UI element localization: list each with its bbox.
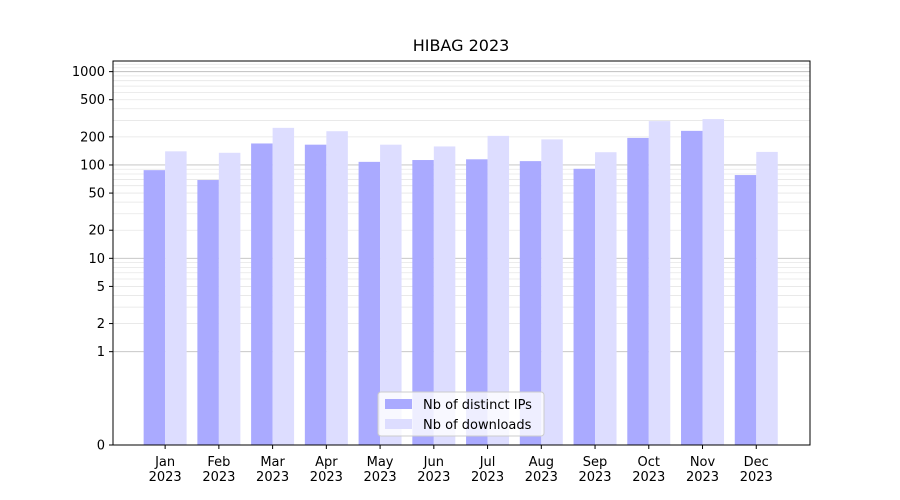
bar-distinct-ips-3 [304, 144, 327, 445]
bar-downloads-4 [380, 144, 402, 445]
bar-downloads-7 [541, 139, 563, 445]
chart-title: HIBAG 2023 [413, 36, 510, 55]
x-tick-label: May 2023 [364, 455, 397, 485]
bar-distinct-ips-6 [466, 159, 488, 445]
bar-distinct-ips-7 [519, 161, 542, 446]
legend-swatch [385, 419, 412, 429]
x-tick-label: Dec 2023 [740, 455, 773, 485]
bar-distinct-ips-10 [681, 130, 703, 446]
x-tick-label: Jul 2023 [471, 455, 504, 485]
bar-downloads-6 [487, 135, 510, 445]
x-tick-label: Mar 2023 [256, 455, 289, 485]
bar-downloads-9 [648, 121, 671, 446]
x-tick-label: Aug 2023 [525, 455, 558, 485]
x-tick-label: Jan 2023 [149, 455, 182, 485]
bar-downloads-11 [756, 151, 778, 445]
bar-distinct-ips-9 [627, 137, 649, 445]
bar-distinct-ips-0 [143, 170, 166, 445]
bar-distinct-ips-11 [734, 175, 757, 445]
x-tick-label: Sep 2023 [578, 455, 611, 485]
y-tick-label: 1000 [72, 65, 105, 80]
y-tick-label: 2 [97, 317, 105, 332]
y-tick-label: 0 [97, 439, 105, 454]
axes-frame [112, 60, 811, 446]
legend-label: Nb of distinct IPs [423, 398, 532, 413]
legend: Nb of distinct IPs Nb of downloads [377, 391, 545, 437]
y-tick-label: 1 [97, 345, 105, 360]
y-tick-label: 20 [88, 224, 105, 239]
y-tick-label: 200 [80, 130, 105, 145]
x-tick-label: Feb 2023 [202, 455, 235, 485]
axes-layer: 0 1 2 5 10 20 50 100 200 500 1000 Jan 2023 Feb 2023 Mar… [72, 60, 811, 485]
bar-distinct-ips-8 [573, 168, 596, 446]
bar-downloads-2 [272, 127, 295, 445]
x-tick-label: Nov 2023 [686, 455, 719, 485]
bar-distinct-ips-5 [412, 160, 434, 446]
legend-swatch [385, 399, 412, 409]
bar-distinct-ips-1 [197, 180, 219, 445]
bar-distinct-ips-2 [251, 143, 273, 445]
y-tick-label: 10 [88, 252, 105, 267]
y-tick-label: 5 [97, 280, 105, 295]
bar-downloads-0 [165, 151, 187, 445]
y-tick-label: 500 [80, 93, 105, 108]
y-tick-label: 50 [88, 187, 105, 202]
x-tick-label: Apr 2023 [310, 455, 343, 485]
bar-downloads-10 [702, 119, 725, 445]
legend-box [377, 391, 545, 437]
bar-downloads-8 [595, 152, 617, 445]
bars-layer [143, 119, 778, 446]
x-tick-label: Jun 2023 [417, 455, 450, 485]
bar-distinct-ips-4 [358, 161, 381, 446]
x-tick-label: Oct 2023 [632, 455, 665, 485]
legend-label: Nb of downloads [423, 418, 532, 433]
bar-downloads-1 [218, 152, 241, 445]
y-tick-label: 100 [80, 158, 105, 173]
bar-downloads-3 [326, 131, 348, 445]
bar-downloads-5 [433, 146, 456, 445]
